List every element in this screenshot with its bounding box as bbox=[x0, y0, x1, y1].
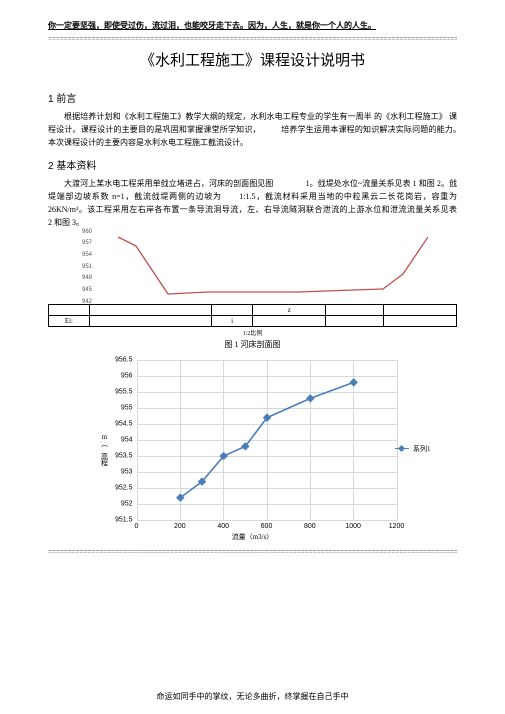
figure1-table: z Ei:i bbox=[48, 304, 457, 327]
chart2: m（ 高程 951.5952952.5953953.5954954.595595… bbox=[103, 354, 403, 544]
figure1-table-note: 1:2比例 bbox=[48, 328, 457, 337]
top-quote: 你一定要坚强，即使受过伤，流过泪，也能咬牙走下去。因为，人生，就是你一个人的人生… bbox=[48, 20, 457, 31]
page-title: 《水利工程施工》课程设计说明书 bbox=[48, 49, 457, 70]
chart2-ytick: 953 bbox=[103, 468, 133, 475]
chart2-xtick: 0 bbox=[135, 523, 139, 530]
fig1-ytick: 945 bbox=[82, 287, 92, 293]
chart2-legend: 系列1 bbox=[395, 444, 431, 454]
section1-p1: 根据培养计划和《水利工程施工》教学大纲的规定，水利水电工程专业的学生有一周半 的… bbox=[48, 111, 457, 149]
chart2-ytick: 954.5 bbox=[103, 420, 133, 427]
chart2-xtick: 1000 bbox=[345, 523, 361, 530]
fig1-ytick: 954 bbox=[82, 252, 92, 258]
chart2-ytick: 953.5 bbox=[103, 452, 133, 459]
section1-heading: 1 前言 bbox=[48, 90, 457, 105]
fig1-ytick: 960 bbox=[82, 229, 92, 235]
chart2-xlabel: 流量（m3/s） bbox=[103, 532, 403, 542]
chart2-ytick: 952 bbox=[103, 500, 133, 507]
chart2-xtick: 400 bbox=[217, 523, 229, 530]
chart2-xtick: 800 bbox=[304, 523, 316, 530]
fig1-ytick: 957 bbox=[82, 240, 92, 246]
fig1-ytick: 942 bbox=[82, 299, 92, 305]
figure1-caption: 图 1 河床剖面图 bbox=[48, 339, 457, 350]
section2-heading: 2 基本资料 bbox=[48, 157, 457, 172]
legend-marker-icon bbox=[395, 448, 409, 449]
chart2-plot bbox=[137, 360, 397, 520]
divider-top: ========================================… bbox=[48, 35, 457, 43]
chart2-ytick: 956.5 bbox=[103, 356, 133, 363]
fig1-ytick: 951 bbox=[82, 264, 92, 270]
bottom-quote: 命运如同手中的掌纹，无论多曲折，终掌握在自己手中 bbox=[0, 691, 505, 702]
chart2-legend-label: 系列1 bbox=[413, 444, 431, 454]
chart2-xtick: 200 bbox=[174, 523, 186, 530]
riverbed-profile-line bbox=[118, 234, 428, 304]
section2-p1: 大渡河上某水电工程采用单戗立堵进占，河床的剖面图见图 1。戗堤处水位~流量关系见… bbox=[48, 178, 457, 229]
chart2-ytick: 955 bbox=[103, 404, 133, 411]
chart2-ytick: 955.5 bbox=[103, 388, 133, 395]
figure1: 960 957 954 951 948 945 942 z Ei:i 1:2比例 图 1 河… bbox=[48, 232, 457, 350]
chart2-xtick: 600 bbox=[261, 523, 273, 530]
chart2-ytick: 956 bbox=[103, 372, 133, 379]
chart2-ytick: 951.5 bbox=[103, 516, 133, 523]
fig1-ytick: 948 bbox=[82, 275, 92, 281]
chart2-ytick: 952.5 bbox=[103, 484, 133, 491]
chart2-xtick: 1200 bbox=[389, 523, 405, 530]
divider-bottom: ========================================… bbox=[48, 548, 457, 556]
chart2-ytick: 954 bbox=[103, 436, 133, 443]
